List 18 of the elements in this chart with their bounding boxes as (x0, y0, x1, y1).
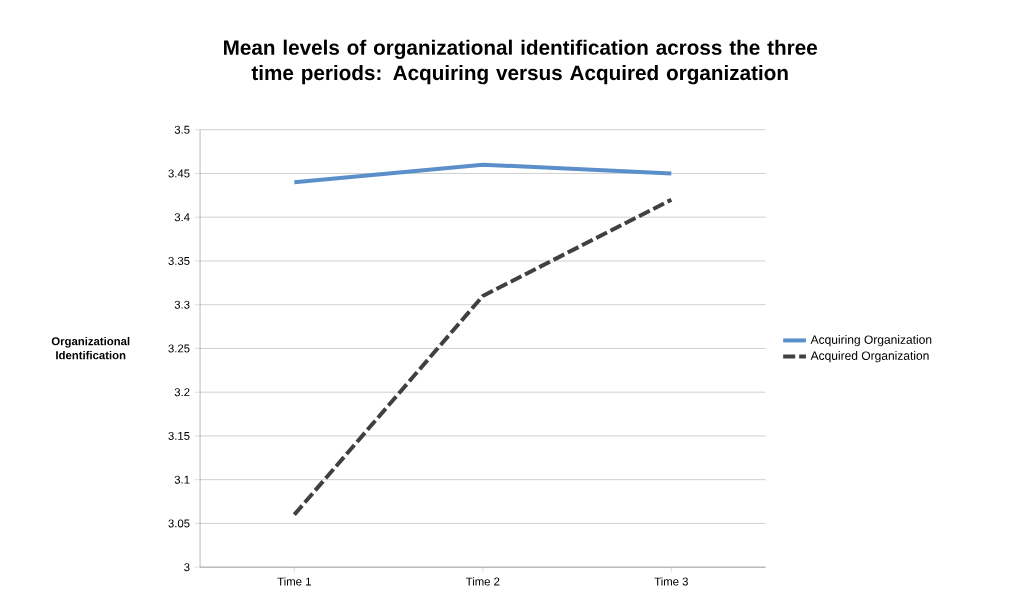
y-tick-label: 3.35 (168, 256, 190, 265)
y-tick-label: 3.05 (168, 519, 190, 528)
y-tick-label: 3.5 (174, 125, 190, 134)
y-tick-label: 3.1 (174, 475, 190, 484)
y-tick-label: 3.25 (168, 344, 190, 353)
y-tick-label: 3.15 (168, 431, 190, 440)
chart-title: Mean levels of organizational identification across the three time periods: Acquiring versus Acquired organization (224, 39, 817, 85)
x-tick-label: Time 3 (654, 577, 688, 586)
y-tick-label: 3.45 (168, 169, 190, 178)
legend-label: Acquiring Organization (810, 334, 932, 347)
y-tick-label: 3.3 (174, 300, 190, 309)
y-tick-label: 3.2 (174, 388, 190, 397)
legend-label: Acquired Organization (810, 351, 929, 363)
x-tick-label: Time 2 (465, 577, 500, 586)
x-tick-label: Time 1 (277, 577, 311, 586)
y-tick-label: 3.4 (174, 213, 190, 222)
y-tick-label: 3 (184, 563, 190, 572)
y-axis-title: Organizational Identification (51, 336, 130, 360)
